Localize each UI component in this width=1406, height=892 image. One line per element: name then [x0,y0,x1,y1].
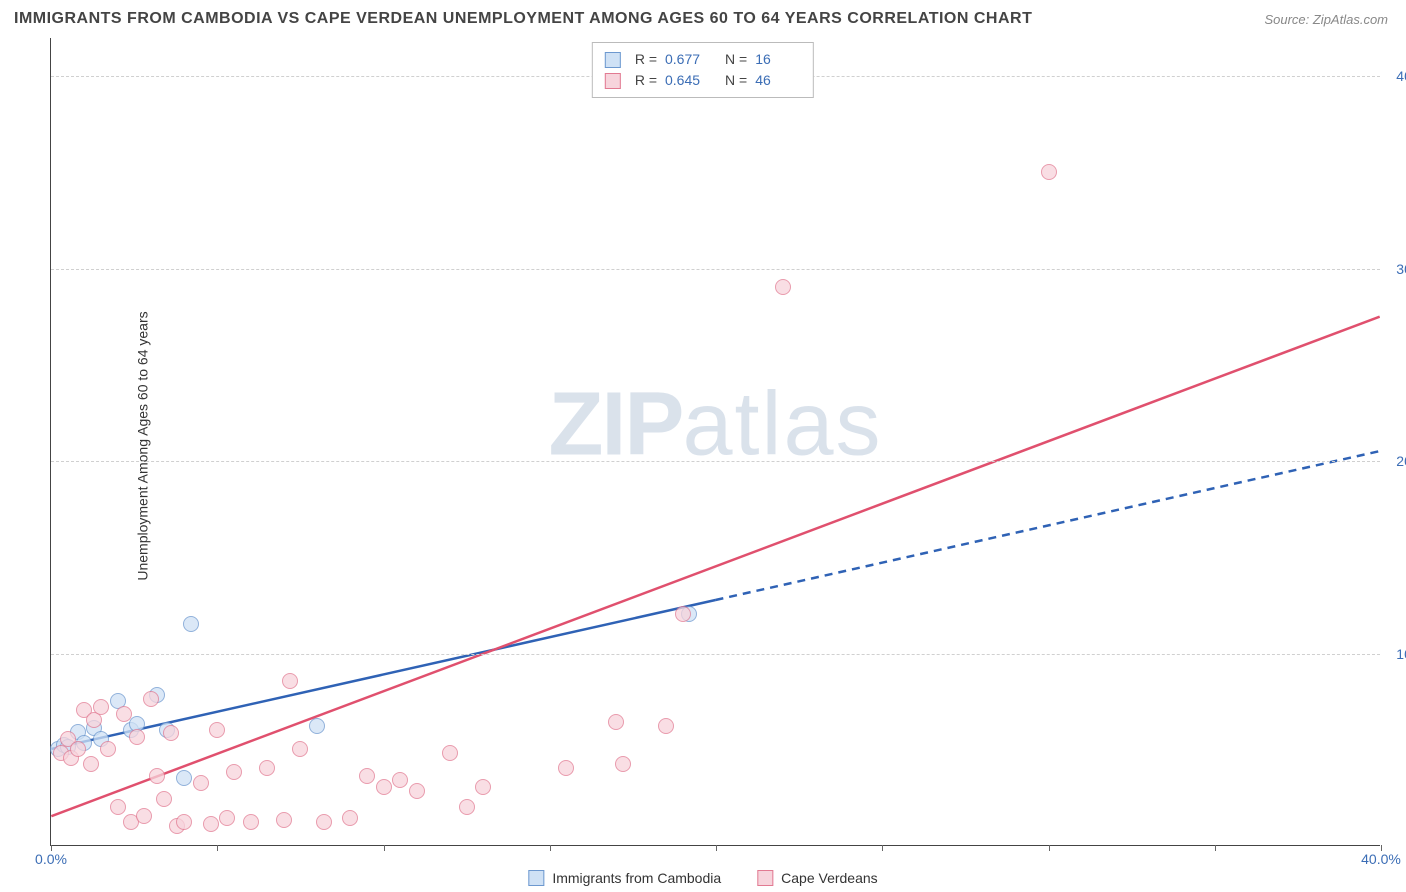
r-label: R = [635,70,657,91]
marker-capeverdean [475,779,491,795]
marker-capeverdean [359,768,375,784]
x-tick-mark [1215,845,1216,851]
legend-item-capeverdean: Cape Verdeans [757,870,878,886]
marker-capeverdean [203,816,219,832]
chart-title: IMMIGRANTS FROM CAMBODIA VS CAPE VERDEAN… [14,10,1032,28]
x-tick-mark [550,845,551,851]
gridline [51,461,1380,462]
marker-capeverdean [1041,164,1057,180]
r-label: R = [635,49,657,70]
swatch-cambodia-bottom [528,870,544,886]
r-value-cambodia: 0.677 [665,49,711,70]
marker-capeverdean [658,718,674,734]
marker-capeverdean [675,606,691,622]
swatch-capeverdean-bottom [757,870,773,886]
legend-statistics: R = 0.677 N = 16 R = 0.645 N = 46 [592,42,814,98]
n-label: N = [725,49,747,70]
swatch-capeverdean [605,73,621,89]
marker-capeverdean [409,783,425,799]
swatch-cambodia [605,52,621,68]
marker-capeverdean [176,814,192,830]
y-tick-label: 10.0% [1386,646,1406,662]
plot-area: ZIPatlas 10.0%20.0%30.0%40.0%0.0%40.0% [50,38,1380,846]
n-value-capeverdean: 46 [755,70,801,91]
x-tick-mark [882,845,883,851]
marker-capeverdean [608,714,624,730]
marker-capeverdean [129,729,145,745]
marker-capeverdean [193,775,209,791]
x-tick-label: 0.0% [35,851,67,867]
marker-cambodia [183,616,199,632]
y-tick-label: 30.0% [1386,261,1406,277]
marker-capeverdean [156,791,172,807]
marker-capeverdean [83,756,99,772]
marker-cambodia [309,718,325,734]
marker-capeverdean [316,814,332,830]
marker-capeverdean [93,699,109,715]
marker-capeverdean [459,799,475,815]
legend-series: Immigrants from Cambodia Cape Verdeans [528,870,877,886]
n-label: N = [725,70,747,91]
legend-label-capeverdean: Cape Verdeans [781,870,878,886]
marker-capeverdean [259,760,275,776]
marker-capeverdean [376,779,392,795]
marker-capeverdean [219,810,235,826]
x-tick-mark [384,845,385,851]
marker-capeverdean [226,764,242,780]
watermark-bold: ZIP [548,375,682,475]
marker-capeverdean [70,741,86,757]
y-tick-label: 40.0% [1386,68,1406,84]
marker-capeverdean [149,768,165,784]
marker-capeverdean [392,772,408,788]
marker-capeverdean [116,706,132,722]
marker-capeverdean [442,745,458,761]
marker-capeverdean [276,812,292,828]
marker-capeverdean [209,722,225,738]
trend-lines-layer [51,38,1380,845]
source-attribution: Source: ZipAtlas.com [1264,12,1388,27]
marker-capeverdean [558,760,574,776]
x-tick-mark [217,845,218,851]
r-value-capeverdean: 0.645 [665,70,711,91]
gridline [51,654,1380,655]
marker-capeverdean [292,741,308,757]
marker-capeverdean [136,808,152,824]
legend-item-cambodia: Immigrants from Cambodia [528,870,721,886]
watermark-rest: atlas [682,375,882,475]
n-value-cambodia: 16 [755,49,801,70]
marker-capeverdean [110,799,126,815]
gridline [51,269,1380,270]
legend-stat-row-capeverdean: R = 0.645 N = 46 [605,70,801,91]
marker-capeverdean [163,725,179,741]
marker-capeverdean [615,756,631,772]
legend-label-cambodia: Immigrants from Cambodia [552,870,721,886]
x-tick-label: 40.0% [1361,851,1401,867]
marker-capeverdean [143,691,159,707]
legend-stat-row-cambodia: R = 0.677 N = 16 [605,49,801,70]
x-tick-mark [1049,845,1050,851]
marker-capeverdean [282,673,298,689]
y-tick-label: 20.0% [1386,453,1406,469]
marker-capeverdean [775,279,791,295]
marker-capeverdean [342,810,358,826]
marker-cambodia [176,770,192,786]
marker-capeverdean [100,741,116,757]
x-tick-mark [716,845,717,851]
marker-capeverdean [243,814,259,830]
